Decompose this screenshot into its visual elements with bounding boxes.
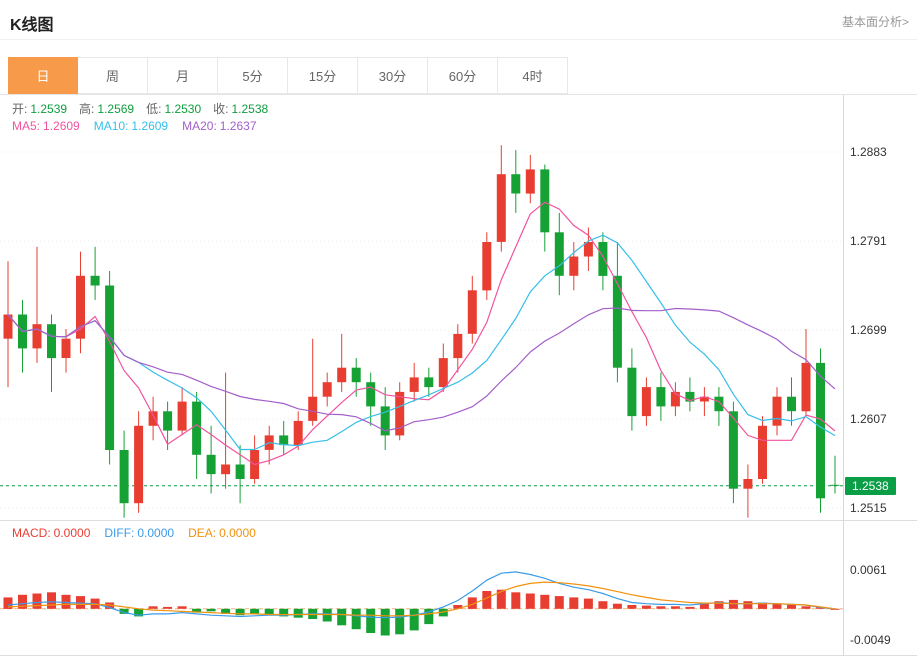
- macd-readout: MACD: 0.0000 DIFF: 0.0000 DEA: 0.0000: [12, 526, 256, 540]
- ma5-label: MA5:: [12, 119, 41, 133]
- macd-value: 0.0000: [53, 526, 91, 540]
- macd-chart[interactable]: [0, 545, 843, 655]
- low-value: 1.2530: [164, 102, 202, 116]
- ma-readout: MA5: 1.2609 MA10: 1.2609 MA20: 1.2637: [12, 119, 257, 133]
- diff-value: 0.0000: [137, 526, 175, 540]
- dea-value: 0.0000: [219, 526, 256, 540]
- ohlc-readout: 开: 1.2539 高: 1.2569 低: 1.2530 收: 1.2538: [12, 100, 280, 117]
- current-price-tag: 1.2538: [845, 477, 896, 495]
- macd-label: MACD:: [12, 526, 51, 540]
- fundamental-analysis-link[interactable]: 基本面分析>: [841, 15, 909, 29]
- macd-axis-label-top: 0.0061: [850, 563, 887, 577]
- tab-week[interactable]: 周: [78, 57, 148, 94]
- axis-label: 1.2515: [850, 501, 887, 515]
- axis-label: 1.2883: [850, 145, 887, 159]
- macd-axis-label-bottom: -0.0049: [850, 633, 891, 647]
- tab-5min[interactable]: 5分: [218, 57, 288, 94]
- tab-month[interactable]: 月: [148, 57, 218, 94]
- open-value: 1.2539: [30, 102, 68, 116]
- interval-tabbar: 日周月 5分 15分 30分 60分 4时: [0, 57, 917, 95]
- page-header: K线图 基本面分析>: [0, 0, 917, 40]
- price-axis: 1.2883 1.2791 1.2699 1.2607 1.2515 1.253…: [843, 0, 917, 658]
- ma10-label: MA10:: [93, 119, 129, 133]
- dea-label: DEA:: [188, 526, 217, 540]
- bottom-divider: [0, 655, 917, 656]
- page-title: K线图: [10, 17, 54, 34]
- price-axis-border: [843, 95, 844, 655]
- axis-label: 1.2607: [850, 412, 887, 426]
- candlestick-chart[interactable]: [0, 95, 843, 520]
- tab-30min[interactable]: 30分: [358, 57, 428, 94]
- diff-label: DIFF:: [104, 526, 135, 540]
- close-value: 1.2538: [231, 102, 269, 116]
- panel-divider: [0, 520, 917, 521]
- tab-60min[interactable]: 60分: [428, 57, 498, 94]
- tab-4hour[interactable]: 4时: [498, 57, 568, 94]
- high-value: 1.2569: [97, 102, 135, 116]
- ma20-label: MA20:: [182, 119, 217, 133]
- open-label: 开:: [12, 102, 28, 116]
- low-label: 低:: [146, 102, 162, 116]
- tab-day[interactable]: 日: [8, 57, 78, 94]
- ma10-value: 1.2609: [131, 119, 169, 133]
- ma20-value: 1.2637: [219, 119, 257, 133]
- high-label: 高:: [79, 102, 95, 116]
- ma5-value: 1.2609: [43, 119, 80, 133]
- axis-label: 1.2791: [850, 234, 887, 248]
- axis-label: 1.2699: [850, 323, 887, 337]
- tab-15min[interactable]: 15分: [288, 57, 358, 94]
- close-label: 收:: [213, 102, 229, 116]
